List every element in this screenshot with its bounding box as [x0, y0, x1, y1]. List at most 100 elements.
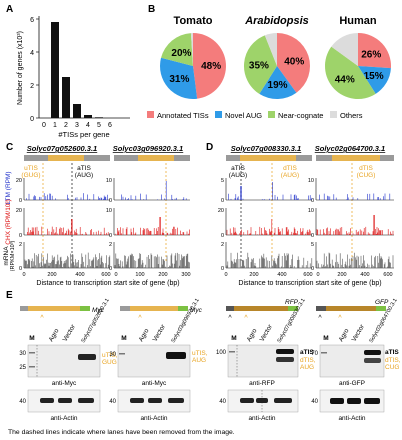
d2-xtick-200: 200: [337, 272, 346, 278]
legend-others: Others: [340, 111, 363, 120]
c2-xtick-200: 200: [158, 272, 167, 278]
e1-band-label: uTIS,: [102, 352, 118, 359]
a-xtick-4: 4: [86, 122, 90, 129]
d2-xtick-400: 400: [360, 272, 369, 278]
pie-2-slice-1: [358, 66, 391, 94]
c2-chx-tick-0: 0: [109, 233, 112, 239]
pie-0-label-2: 20%: [171, 48, 191, 59]
d-cds-2: [332, 155, 380, 161]
e1-actin: anti-Actin: [50, 415, 77, 422]
c-mrna-tick-0: 0: [19, 266, 22, 272]
d2-chx-tick-top: 10: [308, 208, 314, 214]
pie-0-label-1: 31%: [169, 74, 189, 85]
e-tag-2: Myc: [190, 307, 203, 314]
c2-xtick-0: 0: [114, 272, 117, 278]
d-gene-2: Solyc02g064700.3.1: [315, 144, 385, 153]
a-bar-2: [62, 77, 70, 118]
d2-ltm-tick-top: 10: [308, 178, 314, 184]
pie-0-slice-2: [161, 33, 193, 66]
e-lanes: M Agro Vector Solyc07g052600.3.1 M Agro …: [29, 298, 399, 344]
c-chx-tick-top: 20: [16, 208, 22, 214]
d2-dtis-codon: (CUG): [357, 172, 376, 179]
d2-mrna-tick-0: 0: [311, 266, 314, 272]
c-mrna-tick-top: 2: [19, 242, 22, 248]
d2-xtick-600: 600: [383, 272, 392, 278]
e1-mw-30: 30: [19, 351, 26, 357]
d-xlabel: Distance to transcription start site of …: [238, 280, 381, 287]
e2-lane-gene: Solyc03g096920.3.1: [171, 298, 201, 344]
d-atis-label: aTIS: [231, 165, 245, 172]
d-xtick-200: 200: [249, 272, 258, 278]
b-title-human: Human: [339, 15, 377, 27]
e2-mw-40: 40: [109, 399, 116, 405]
pie-2-slice-0: [358, 33, 392, 69]
panel-label-d: D: [206, 142, 213, 153]
d-dtis-codon: (AUG): [281, 172, 299, 179]
c2-xtick-300: 300: [181, 272, 190, 278]
a-xtick-2: 2: [64, 122, 68, 129]
d2-mrna-tick-top: 5: [311, 242, 314, 248]
b-pies: 48% 31% 20% 40% 19% 35% 26% 15% 44%: [160, 33, 392, 100]
a-xtick-1: 1: [53, 122, 57, 129]
legend-swatch-near: [268, 111, 275, 118]
e-blot-1: 30 25 uTIS, GUG anti-Myc 40 anti-Actin: [19, 344, 118, 422]
e-blot-3: 100 aTIS dTIS, AUG anti-RFP 40 anti-Acti…: [216, 344, 316, 422]
d2-chx-tick-0: 0: [311, 233, 314, 239]
a-bar-5: [95, 117, 103, 118]
d2-dtis-label: dTIS: [359, 165, 373, 172]
d-mrna-tick-0: 0: [221, 266, 224, 272]
e-arrow-1: ^: [40, 315, 44, 322]
panel-a-chart: 0 2 4 6 Number of genes (x10³) 0 1 2 3 4…: [17, 16, 130, 139]
e1-mw-40: 40: [19, 399, 26, 405]
pie-1-slice-3: [264, 33, 277, 66]
a-bar-1: [51, 22, 59, 118]
e1-lane-m: M: [29, 335, 34, 342]
d-ltm-tick-0: 0: [221, 198, 224, 204]
a-bar-3: [73, 104, 81, 118]
d-xtick-0: 0: [224, 272, 227, 278]
e1-lane-vector: Vector: [62, 323, 78, 343]
e-tag-3: RFP: [285, 299, 299, 306]
a-ytick-6: 6: [30, 17, 34, 24]
pie-0-slice-0: [193, 33, 227, 99]
c-gene-1: Solyc07g052600.3.1: [27, 144, 97, 153]
e1-lane-agro: Agro: [48, 327, 61, 343]
c2-ltm-tick-top: 10: [106, 178, 112, 184]
e4-band-codon: CUG: [385, 364, 399, 371]
c-chx-tick-0: 0: [19, 233, 22, 239]
c-xtick-0: 0: [22, 272, 25, 278]
c-cds-2: [138, 155, 174, 161]
e2-band-codon: AUG: [192, 357, 206, 364]
a-xtick-0: 0: [42, 122, 46, 129]
c2-xtick-100: 100: [135, 272, 144, 278]
e4-lane-vector: Vector: [351, 323, 367, 343]
d-cds-1: [240, 155, 296, 161]
pie-2-slice-3: [331, 33, 358, 66]
a-xlabel: #TISs per gene: [58, 130, 109, 139]
legend-novel: Novel AUG: [225, 111, 262, 120]
pie-1-slice-0: [277, 33, 310, 93]
e4-lane-m: M: [323, 335, 328, 342]
e3-actin: anti-Actin: [248, 415, 275, 422]
c-ltm-tick-top: 20: [16, 178, 22, 184]
d-chx-tick-top: 20: [218, 208, 224, 214]
c-mrna-label: mRNA: [3, 246, 10, 266]
e-blot-4: 70 aTIS dTIS, CUG anti-GFP 40 anti-Actin: [311, 344, 401, 422]
c-atis-label: aTIS: [77, 165, 91, 172]
c-utis-label: uTIS: [24, 165, 38, 172]
e-tag-1: Myc: [92, 307, 105, 314]
e4-band-dtis: dTIS,: [385, 357, 401, 364]
legend-swatch-novel: [215, 111, 222, 118]
pie-1-label-0: 40%: [284, 56, 304, 67]
e2-lane-vector: Vector: [152, 323, 168, 343]
e1-lane-gene: Solyc07g052600.3.1: [81, 298, 111, 344]
e-arrow-3b: ^: [244, 315, 248, 322]
d-atis-codon: (AUG): [229, 172, 247, 179]
d-ltm-tick-top: 5: [221, 178, 224, 184]
d-mrna-tick-top: 2: [221, 242, 224, 248]
c-xtick-200: 200: [47, 272, 56, 278]
e3-lane-agro: Agro: [246, 327, 259, 343]
d-gene-1: Solyc07g008330.3.1: [231, 144, 301, 153]
pie-2-label-1: 15%: [364, 71, 384, 82]
